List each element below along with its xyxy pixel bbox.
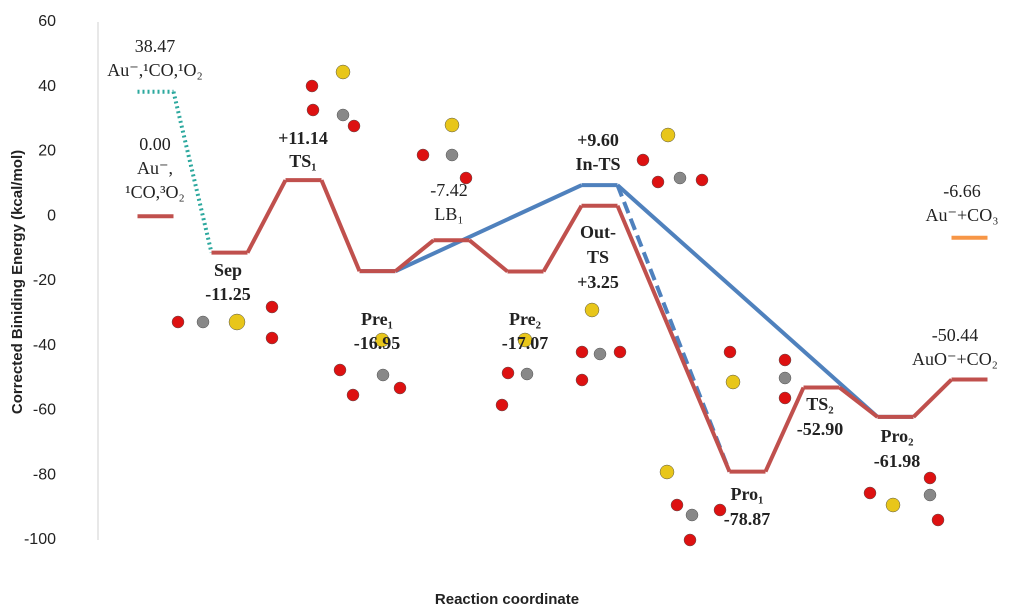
state-label: Pre₁ (361, 309, 393, 329)
value-label: -52.90 (797, 419, 844, 439)
molecule (172, 301, 278, 344)
state-label: ¹CO,³O₂ (125, 182, 185, 202)
connector (914, 380, 952, 417)
value-label: -16.95 (354, 333, 401, 353)
state-label: TS₁ (289, 151, 316, 171)
connector (840, 388, 878, 417)
molecule (864, 472, 944, 526)
y-tick-label: -100 (24, 531, 56, 548)
value-label: -50.44 (932, 325, 979, 345)
value-label: -6.66 (943, 181, 981, 201)
molecule (576, 303, 626, 386)
state-label: Pro₁ (730, 484, 763, 504)
state-label: Au⁻+CO₃ (926, 205, 999, 225)
molecule (417, 118, 472, 184)
connector (618, 206, 730, 472)
y-tick-label: 0 (47, 207, 56, 224)
molecule (306, 65, 360, 132)
y-tick-label: 60 (38, 13, 56, 30)
chart: Corrected Biniding Energy (kcal/mol) Rea… (0, 0, 1013, 613)
x-axis-label: Reaction coordinate (435, 591, 579, 608)
molecule (660, 465, 726, 546)
connector (248, 180, 286, 252)
connector (470, 240, 508, 271)
state-label: LB₁ (434, 204, 463, 224)
value-label: 38.47 (135, 36, 176, 56)
state-label: Sep (214, 260, 242, 280)
state-label: TS₂ (806, 394, 833, 414)
value-label: 0.00 (139, 134, 171, 154)
connector (174, 92, 212, 253)
value-label: -61.98 (874, 451, 921, 471)
y-axis-label: Corrected Biniding Energy (kcal/mol) (9, 150, 26, 414)
connector (322, 180, 360, 271)
y-tick-label: -60 (33, 402, 56, 419)
y-tick-label: -40 (33, 337, 56, 354)
value-label: -78.87 (724, 509, 771, 529)
value-label: -11.25 (205, 284, 251, 304)
y-tick-label: -80 (33, 466, 56, 483)
state-label: In-TS (575, 154, 620, 174)
state-label: Pro₂ (880, 426, 913, 446)
molecule (724, 346, 791, 404)
state-label: Pre₂ (509, 309, 541, 329)
connector (544, 206, 582, 272)
value-label: +9.60 (577, 130, 619, 150)
state-label: AuO⁻+CO₂ (912, 349, 998, 369)
value-label: -7.42 (430, 180, 468, 200)
molecule (637, 128, 708, 188)
state-label: Au⁻, (137, 158, 173, 178)
value-label: +11.14 (278, 128, 328, 148)
value-label: +3.25 (577, 272, 619, 292)
state-label: TS (587, 247, 609, 267)
y-tick-label: 20 (38, 143, 56, 160)
y-tick-label: 40 (38, 78, 56, 95)
value-label: -17.07 (502, 333, 549, 353)
state-label: Out- (580, 222, 616, 242)
y-tick-label: -20 (33, 272, 56, 289)
state-label: Au⁻,¹CO,¹O₂ (107, 60, 203, 80)
